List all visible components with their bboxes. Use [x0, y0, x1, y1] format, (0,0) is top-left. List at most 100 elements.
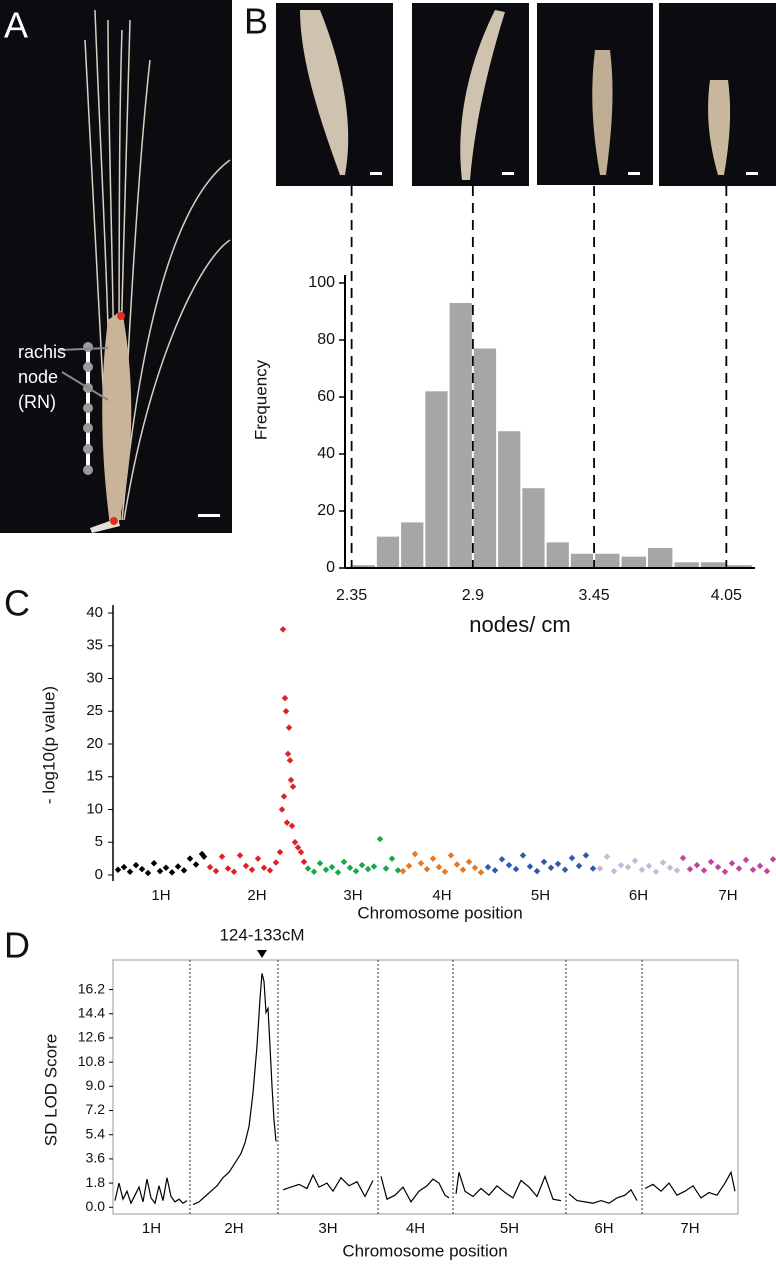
bar — [570, 553, 594, 568]
lod-line — [114, 973, 736, 1206]
point — [376, 835, 384, 843]
point — [498, 856, 506, 863]
point — [477, 869, 485, 876]
panel-label: A — [4, 5, 28, 46]
point — [224, 865, 232, 872]
y-tick-label: 9.0 — [86, 1077, 106, 1093]
y-tick-label: 40 — [86, 604, 103, 621]
point — [230, 868, 238, 875]
point — [286, 757, 294, 764]
point — [631, 857, 639, 864]
y-tick-label: 10 — [86, 800, 103, 817]
point — [453, 861, 461, 868]
x-tick-label: 2H — [247, 887, 266, 904]
point — [132, 861, 140, 869]
point — [297, 848, 305, 856]
y-tick-label: 0 — [326, 559, 335, 576]
point — [742, 856, 750, 864]
point — [192, 861, 200, 868]
point — [279, 626, 287, 633]
point — [310, 868, 318, 875]
point — [673, 867, 681, 874]
point — [693, 861, 701, 869]
point — [236, 852, 244, 859]
point — [756, 862, 764, 870]
y-axis-label: SD LOD Score — [41, 1034, 60, 1146]
x-tick-label: 1H — [151, 887, 170, 904]
y-tick-label: 15 — [86, 768, 103, 785]
point — [120, 863, 128, 871]
point — [526, 863, 534, 870]
point — [186, 855, 194, 862]
point — [700, 867, 708, 874]
point — [652, 868, 660, 875]
point — [260, 864, 268, 872]
point — [283, 819, 291, 826]
bar — [674, 562, 699, 568]
point — [370, 863, 378, 870]
point — [519, 852, 527, 859]
point — [484, 863, 492, 871]
point — [352, 867, 360, 875]
bar — [522, 488, 545, 568]
point — [334, 869, 342, 876]
x-axis-label: Chromosome position — [342, 1241, 507, 1260]
point — [281, 694, 289, 702]
point — [505, 861, 513, 869]
point — [280, 793, 288, 800]
point — [242, 862, 250, 870]
point — [659, 859, 667, 866]
x-tick-label: 4H — [406, 1220, 425, 1237]
y-tick-label: 0 — [95, 866, 103, 883]
point — [575, 862, 583, 870]
point — [603, 853, 611, 860]
point — [276, 848, 284, 856]
point — [459, 866, 467, 874]
x-axis-label: nodes/ cm — [469, 612, 571, 637]
point — [714, 863, 722, 871]
point — [686, 865, 694, 873]
point — [429, 855, 437, 862]
point — [561, 866, 569, 874]
point — [162, 864, 170, 872]
point — [138, 865, 146, 873]
point — [304, 865, 312, 872]
y-tick-label: 5 — [95, 833, 103, 850]
point — [291, 838, 299, 846]
y-tick-label: 3.6 — [86, 1150, 106, 1166]
point — [735, 865, 743, 872]
point — [554, 860, 562, 868]
bar — [498, 431, 521, 568]
panel-label: B — [244, 1, 268, 42]
bar — [727, 565, 752, 568]
bar — [352, 565, 375, 568]
point — [168, 869, 176, 876]
photo-a: A rachis node (RN) — [0, 0, 232, 533]
point — [769, 856, 776, 863]
point — [728, 859, 736, 867]
point — [589, 865, 597, 872]
y-tick-label: 35 — [86, 637, 103, 654]
y-tick-label: 10.8 — [78, 1053, 105, 1069]
point — [763, 867, 771, 875]
point — [610, 867, 618, 875]
point — [272, 859, 280, 866]
point — [316, 859, 324, 867]
point — [144, 869, 152, 877]
point — [206, 863, 214, 871]
point — [679, 854, 687, 862]
point — [666, 864, 674, 872]
point — [568, 854, 576, 862]
point — [266, 867, 274, 874]
x-tick-label: 2H — [224, 1220, 243, 1237]
bar — [425, 391, 448, 568]
point — [624, 863, 632, 871]
y-tick-label: 14.4 — [78, 1004, 105, 1020]
y-axis-label: - log10(p value) — [39, 686, 58, 804]
point — [287, 776, 295, 784]
panel-label: D — [4, 925, 30, 966]
annotation-marker — [257, 950, 267, 958]
bar — [449, 302, 472, 568]
y-tick-label: 16.2 — [78, 980, 105, 996]
